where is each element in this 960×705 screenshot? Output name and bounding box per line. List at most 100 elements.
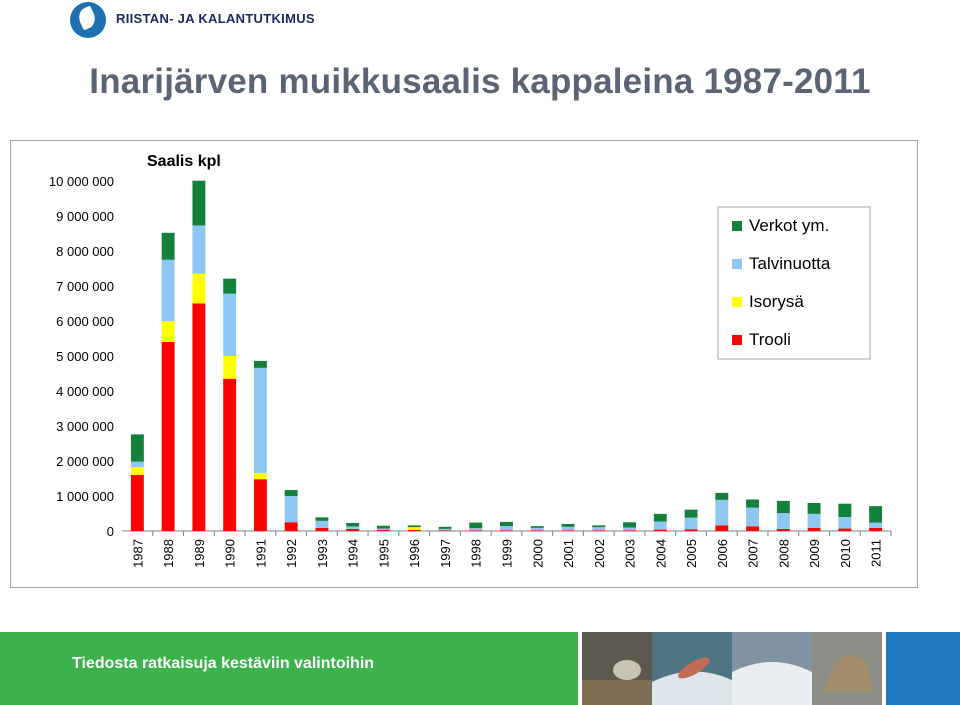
- bar-segment: [530, 526, 544, 528]
- bar-segment: [469, 528, 483, 531]
- y-tick-label: 8 000 000: [56, 244, 114, 259]
- x-tick-label: 1993: [315, 539, 330, 568]
- bar-segment: [223, 356, 237, 379]
- footer-photo-collage: [582, 632, 882, 705]
- bar-segment: [438, 528, 452, 531]
- bar-segment: [500, 530, 513, 531]
- bar-segment: [684, 509, 698, 518]
- bar-segment: [869, 527, 883, 531]
- bar-segment: [192, 303, 206, 531]
- y-tick-label: 6 000 000: [56, 314, 114, 329]
- bar-segment: [346, 522, 360, 527]
- bar-segment: [746, 507, 760, 527]
- legend-swatch: [732, 221, 742, 231]
- bar-segment: [161, 321, 175, 342]
- bar-segment: [469, 530, 483, 531]
- x-tick-label: 1990: [223, 539, 238, 568]
- x-tick-label: 2006: [715, 539, 730, 568]
- x-tick-label: 2002: [592, 539, 607, 568]
- bar-segment: [807, 503, 821, 514]
- bar-segment: [192, 180, 206, 226]
- x-tick-label: 2005: [684, 539, 699, 568]
- x-tick-label: 2007: [746, 539, 761, 568]
- bar-segment: [653, 513, 667, 522]
- bar-segment: [284, 522, 298, 531]
- bar-segment: [377, 525, 390, 529]
- bar-segment: [161, 342, 175, 531]
- footer-blue-block: [886, 632, 960, 705]
- legend-swatch: [732, 297, 742, 307]
- bar-segment: [253, 479, 267, 531]
- bar-segment: [192, 273, 206, 304]
- bar-segment: [715, 492, 729, 500]
- x-tick-label: 2000: [530, 539, 545, 568]
- x-tick-label: 2008: [776, 539, 791, 568]
- bar-segment: [130, 434, 144, 462]
- page-title: Inarijärven muikkusaalis kappaleina 1987…: [89, 62, 871, 101]
- bar-segment: [500, 526, 513, 531]
- bar-segment: [223, 278, 237, 294]
- bar-segment: [869, 506, 883, 523]
- bar-segment: [807, 513, 821, 528]
- x-tick-label: 2001: [561, 539, 576, 568]
- bar-segment: [192, 225, 206, 274]
- bar-segment: [161, 232, 175, 260]
- x-tick-label: 2003: [623, 539, 638, 568]
- bar-segment: [407, 529, 421, 531]
- bar-segment: [530, 530, 544, 531]
- bar-segment: [623, 522, 636, 528]
- bar-segment: [130, 475, 144, 531]
- bar-segment: [838, 517, 852, 529]
- footer-slogan: Tiedosta ratkaisuja kestäviin valintoihi…: [72, 655, 375, 672]
- x-tick-label: 1988: [161, 539, 176, 568]
- bar-segment: [623, 527, 636, 531]
- y-tick-label: 3 000 000: [56, 419, 114, 434]
- bar-segment: [776, 500, 790, 514]
- bar-segment: [253, 360, 267, 368]
- x-tick-label: 1989: [192, 539, 207, 568]
- bar-segment: [838, 503, 852, 517]
- y-tick-label: 9 000 000: [56, 209, 114, 224]
- org-logo: RIISTAN- JA KALANTUTKIMUS: [70, 2, 315, 38]
- nature-photos-image: [582, 632, 882, 705]
- bar-segment: [838, 528, 852, 531]
- x-tick-label: 1999: [500, 539, 515, 568]
- bar-segment: [715, 499, 729, 526]
- x-tick-label: 2004: [653, 539, 668, 568]
- bar-segment: [438, 530, 452, 531]
- x-tick-label: 2009: [807, 539, 822, 568]
- bar-segment: [130, 461, 144, 467]
- stacked-bar-chart: Saalis kpl 0 1 000 000 2 000 000 3 000 000 4 …: [49, 153, 892, 568]
- y-tick-label: 7 000 000: [56, 279, 114, 294]
- bar-segment: [561, 526, 575, 531]
- bar-segment: [284, 496, 298, 523]
- chart-area: Saalis kpl 0 1 000 000 2 000 000 3 000 000 4 …: [10, 140, 918, 588]
- chart-title: Saalis kpl: [147, 153, 221, 170]
- y-tick-label: 10 000 000: [49, 174, 114, 189]
- bar-segment: [776, 513, 790, 529]
- bar-segment: [130, 466, 144, 475]
- x-tick-label: 1991: [253, 539, 268, 568]
- legend-label: Trooli: [749, 330, 791, 349]
- legend-label: Verkot ym.: [749, 216, 829, 235]
- bar-segment: [869, 522, 883, 528]
- bar-segment: [161, 259, 175, 321]
- x-tick-label: 1987: [130, 539, 145, 568]
- legend-swatch: [732, 259, 742, 269]
- bar-segment: [377, 528, 390, 530]
- bar-segment: [253, 472, 267, 480]
- bar-segment: [223, 378, 237, 531]
- y-tick-label: 0: [107, 524, 114, 539]
- org-name: RIISTAN- JA KALANTUTKIMUS: [116, 11, 315, 26]
- bar-segment: [684, 517, 698, 530]
- bar-segment: [746, 526, 760, 531]
- bar-segment: [530, 527, 544, 531]
- bar-segment: [807, 527, 821, 531]
- x-tick-label: 1994: [346, 539, 361, 568]
- bar-segment: [377, 529, 390, 531]
- x-tick-label: 1998: [469, 539, 484, 568]
- legend-box: [717, 206, 871, 360]
- bar-segment: [284, 490, 298, 496]
- bar-segment: [561, 524, 575, 527]
- bar-segment: [776, 528, 790, 531]
